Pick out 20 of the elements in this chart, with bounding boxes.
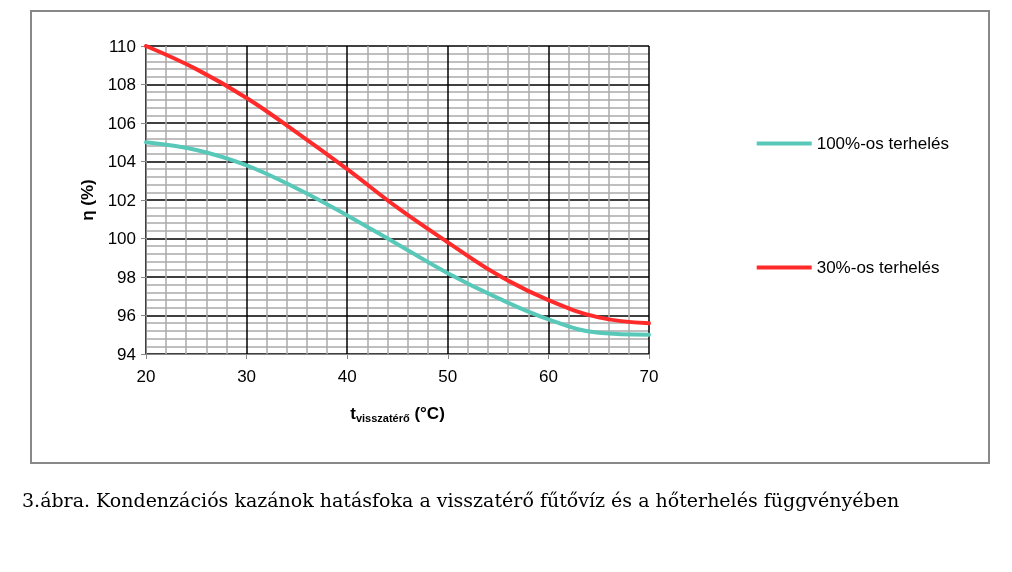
legend-label: 30%-os terhelés (816, 258, 940, 277)
text: 3.ábra. Kondenzációs kazánok hatásfoka a visszatérő fűtővíz és a hőterhelés függvényében (22, 488, 901, 513)
x-tick-label: 40 (337, 367, 357, 386)
x-tick-label: 50 (438, 367, 458, 386)
y-tick-label: 104 (107, 152, 136, 171)
y-tick-label: 106 (107, 113, 136, 133)
y-tick-label: 98 (117, 267, 136, 287)
y-tick-label: 102 (107, 190, 136, 210)
x-tick-label: 20 (136, 367, 156, 386)
legend-label: 100%-os terhelés (816, 134, 950, 153)
y-tick-label: 108 (107, 75, 136, 94)
y-axis-title: η (%) (78, 179, 97, 221)
y-tick-label: 96 (117, 306, 136, 325)
x-tick-label: 60 (538, 367, 558, 386)
y-tick-label: 110 (108, 36, 136, 56)
line-series (144, 140, 651, 337)
y-tick-label: 94 (117, 344, 136, 364)
x-tick-label: 70 (639, 367, 659, 386)
x-tick-label: 30 (237, 367, 257, 386)
y-tick-label: 100 (107, 229, 136, 248)
